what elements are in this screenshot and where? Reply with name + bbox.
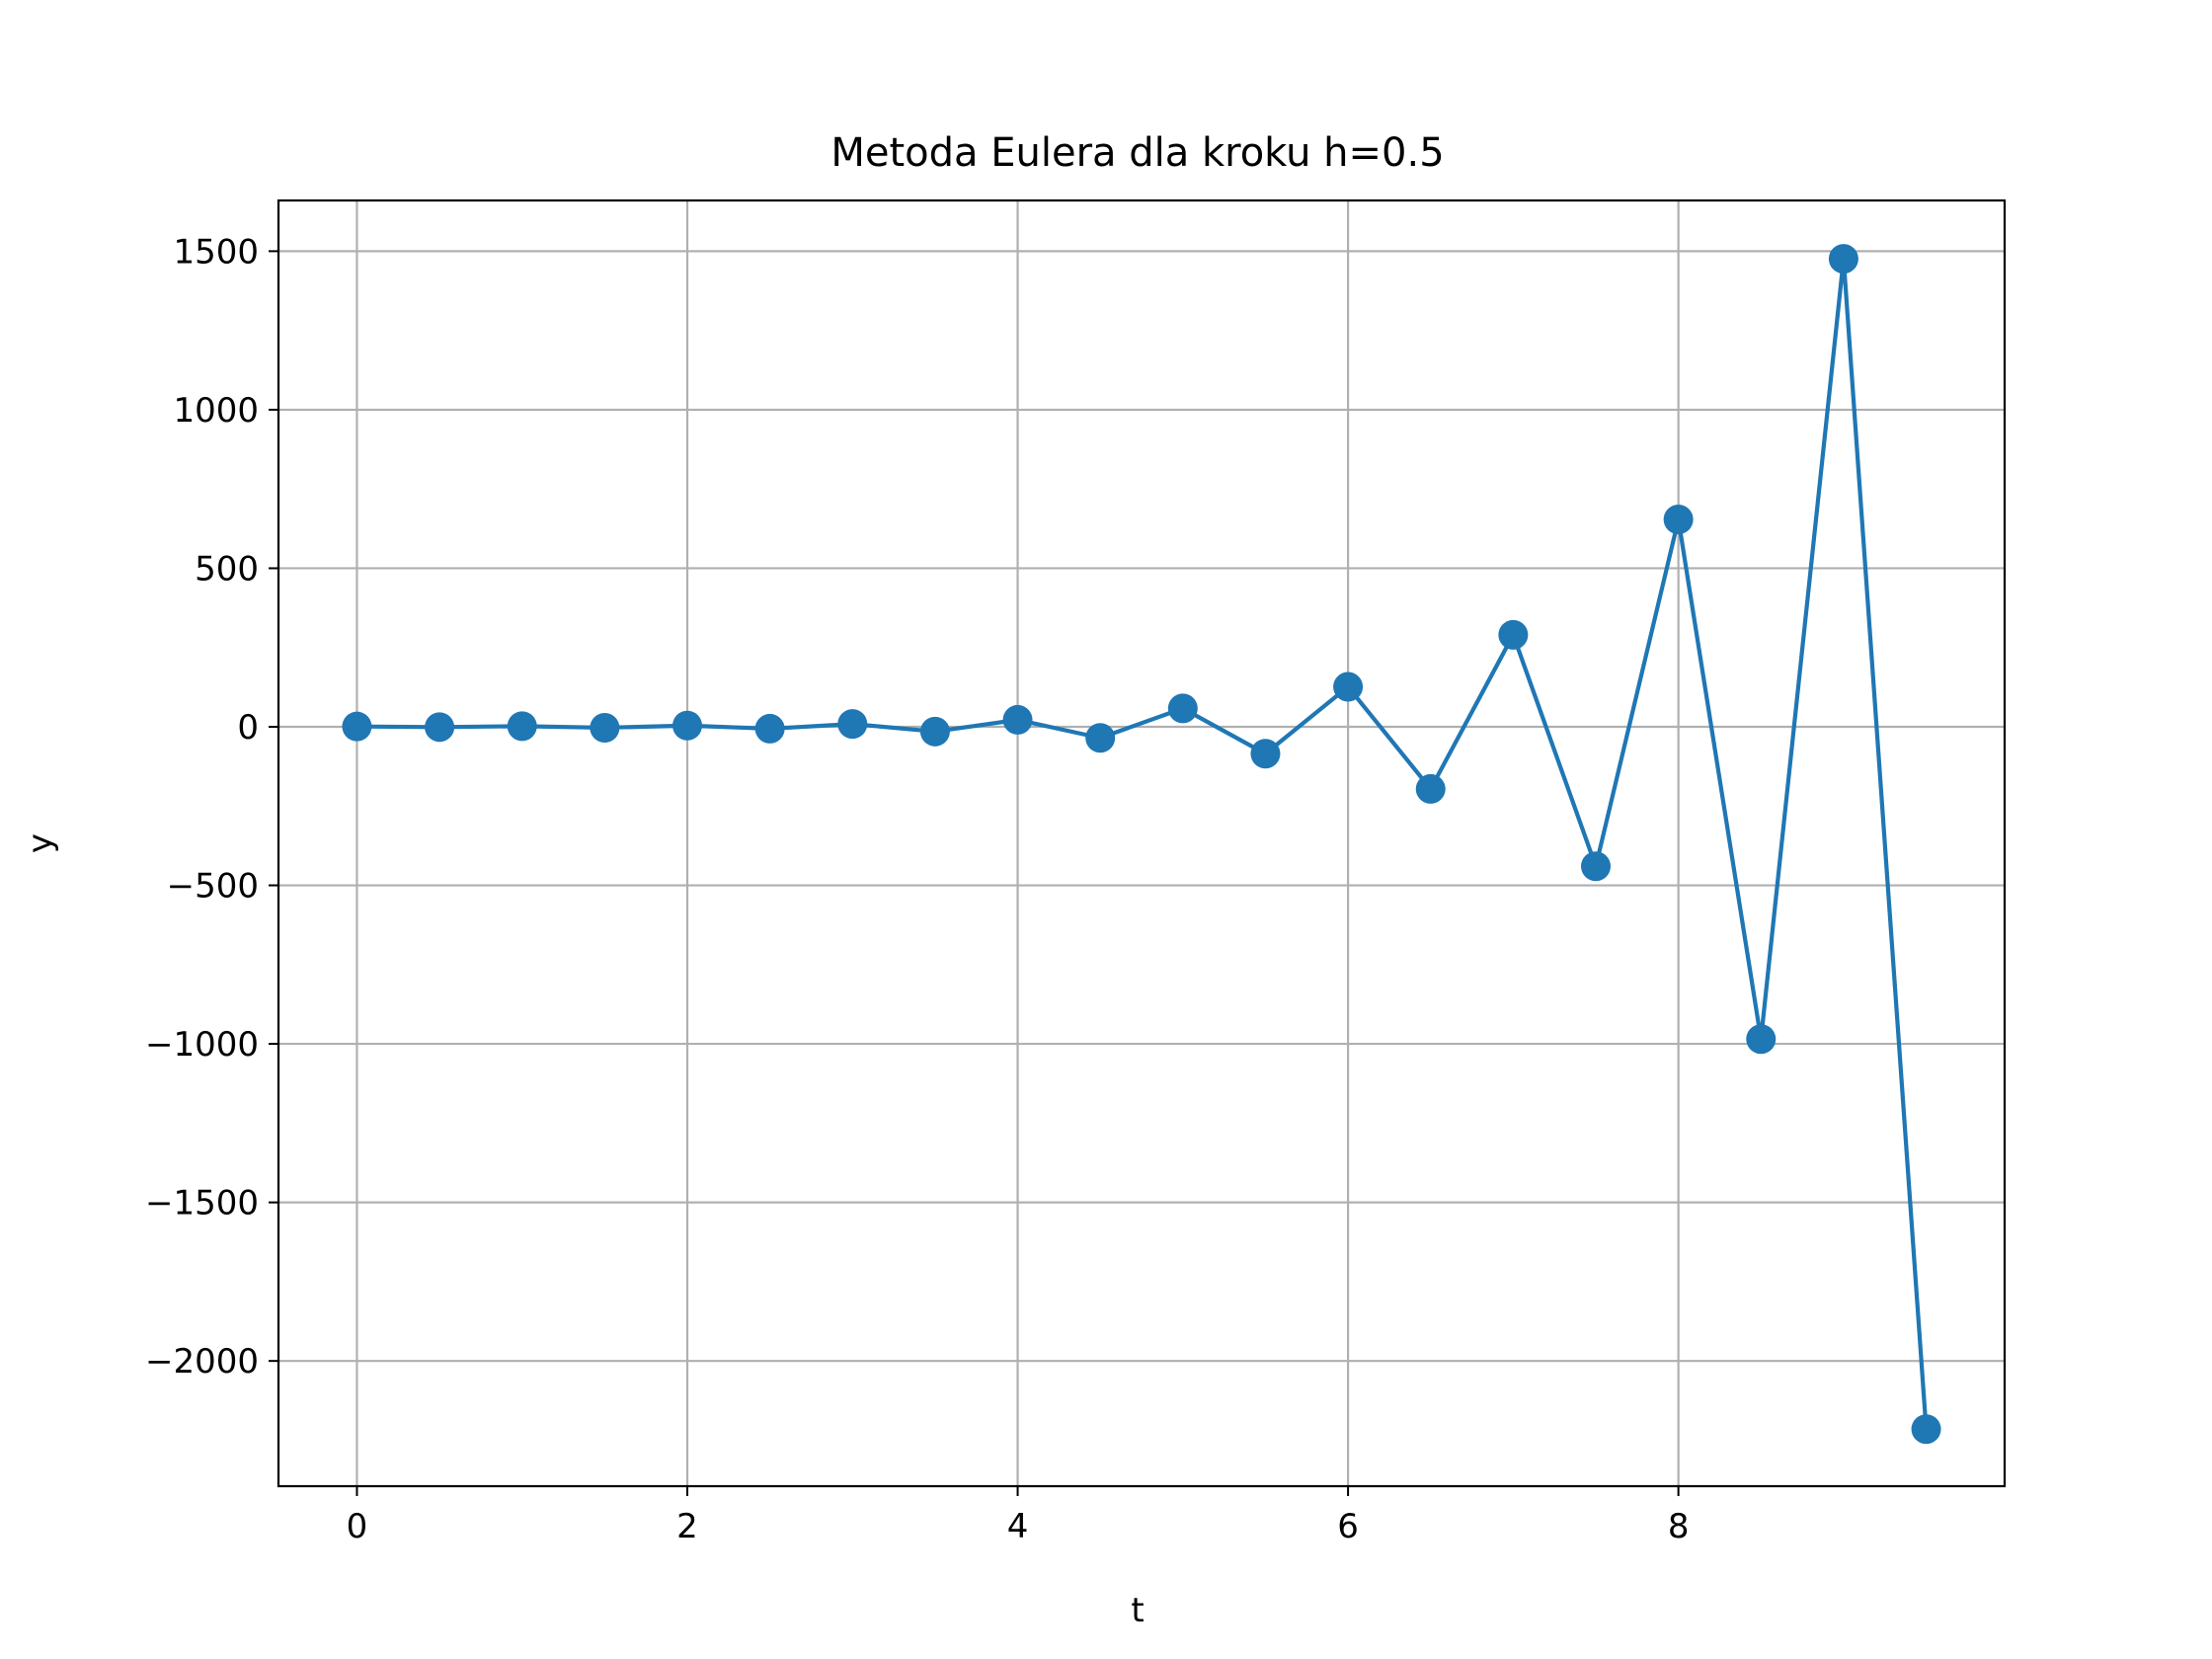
data-point: [425, 712, 455, 743]
data-point: [1663, 505, 1694, 535]
y-tick-label: 1000: [173, 391, 259, 431]
y-tick-label: −1000: [145, 1025, 259, 1065]
data-point: [590, 712, 620, 743]
data-point: [1746, 1024, 1777, 1055]
data-point: [1581, 851, 1611, 882]
data-point: [1085, 723, 1116, 753]
data-point: [837, 709, 868, 740]
data-point: [1415, 773, 1446, 804]
y-tick-label: −500: [167, 867, 259, 907]
y-tick-label: 0: [237, 708, 259, 748]
data-point: [1498, 619, 1529, 650]
plot-frame: [276, 198, 2007, 1488]
data-point: [1828, 244, 1858, 275]
y-tick-label: 1500: [173, 232, 259, 272]
data-point: [1167, 693, 1198, 724]
data-point: [672, 710, 702, 741]
data-point: [1002, 704, 1033, 735]
data-point: [1911, 1414, 1941, 1445]
y-tick-label: −1500: [145, 1184, 259, 1224]
x-tick-label: 2: [676, 1507, 698, 1546]
data-point: [342, 711, 372, 742]
x-tick-label: 8: [1668, 1507, 1690, 1546]
data-point: [754, 713, 785, 744]
y-tick-label: −2000: [145, 1342, 259, 1382]
x-tick-label: 6: [1337, 1507, 1359, 1546]
y-axis-label: y: [21, 833, 60, 853]
data-point: [1250, 739, 1281, 769]
x-axis-label: t: [1131, 1591, 1144, 1630]
data-point: [507, 711, 537, 742]
grid: [278, 200, 2005, 1486]
axis-ticks: 0 2 4 6 8 −2000 −1500 −1000 −500 0 500 1000 1500: [145, 232, 1689, 1546]
x-tick-label: 4: [1007, 1507, 1029, 1546]
data-point: [919, 716, 950, 747]
chart-title: Metoda Eulera dla kroku h=0.5: [830, 130, 1444, 176]
x-tick-label: 0: [347, 1507, 368, 1546]
series-layer: [342, 244, 1941, 1445]
data-point: [1333, 672, 1364, 702]
y-tick-label: 500: [195, 549, 259, 589]
